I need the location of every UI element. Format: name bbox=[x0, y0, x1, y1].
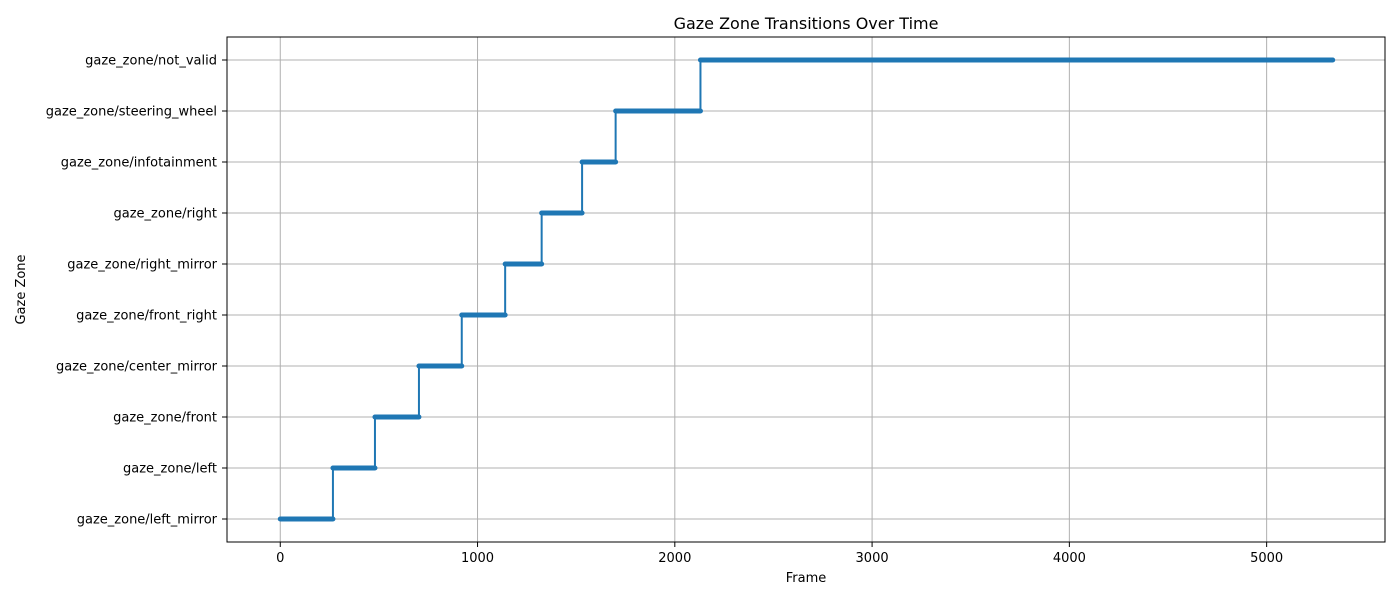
plot-frame bbox=[226, 36, 1386, 543]
y-tick-label: gaze_zone/not_valid bbox=[85, 54, 217, 69]
y-tick-label: gaze_zone/right_mirror bbox=[67, 258, 217, 273]
y-tick-label: gaze_zone/front bbox=[113, 411, 217, 426]
y-tick-label: gaze_zone/left_mirror bbox=[77, 513, 218, 528]
y-tick-label: gaze_zone/infotainment bbox=[61, 156, 217, 171]
x-tick-label: 2000 bbox=[658, 551, 691, 566]
x-tick-label: 4000 bbox=[1053, 551, 1086, 566]
y-tick-label: gaze_zone/center_mirror bbox=[56, 360, 218, 375]
x-tick-label: 5000 bbox=[1250, 551, 1283, 566]
x-tick-label: 1000 bbox=[461, 551, 494, 566]
y-tick-label: gaze_zone/steering_wheel bbox=[46, 105, 217, 120]
series-line bbox=[280, 59, 1333, 520]
x-tick-label: 3000 bbox=[856, 551, 889, 566]
y-tick-label: gaze_zone/front_right bbox=[76, 309, 217, 324]
data-series bbox=[277, 57, 1336, 522]
y-tick-label: gaze_zone/right bbox=[114, 207, 217, 222]
x-axis-label: Frame bbox=[786, 571, 827, 586]
y-tick-label: gaze_zone/left bbox=[123, 462, 217, 477]
y-axis: gaze_zone/left_mirror gaze_zone/left gaze_… bbox=[46, 54, 227, 528]
grid bbox=[227, 37, 1385, 542]
y-axis-label: Gaze Zone bbox=[14, 254, 29, 324]
chart-title: Gaze Zone Transitions Over Time bbox=[674, 14, 939, 33]
x-axis: 0 1000 2000 3000 4000 5000 bbox=[276, 542, 1283, 566]
x-tick-label: 0 bbox=[276, 551, 284, 566]
